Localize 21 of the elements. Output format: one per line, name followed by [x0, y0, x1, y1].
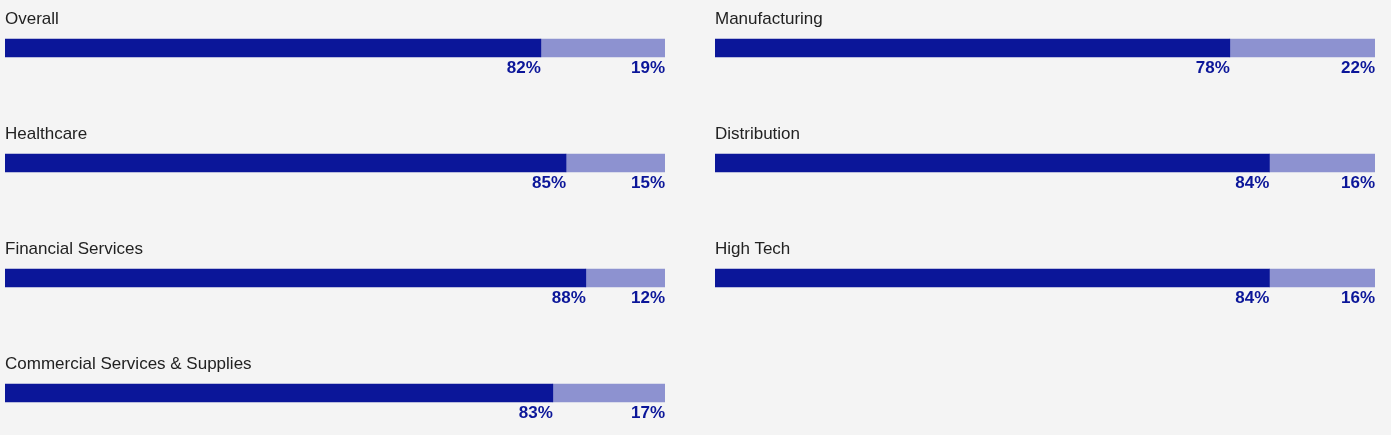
- data-label: 19%: [630, 58, 665, 78]
- chart-title: Healthcare: [5, 123, 89, 145]
- data-label: 12%: [630, 288, 665, 308]
- chart-title: Commercial Services & Supplies: [5, 353, 253, 375]
- data-label: 17%: [630, 403, 665, 423]
- data-label: 16%: [1340, 288, 1375, 308]
- chart-title: Overall: [5, 8, 60, 30]
- data-label: 84%: [1235, 288, 1270, 308]
- data-label: 22%: [1340, 58, 1375, 78]
- chart-title: High Tech: [715, 238, 792, 260]
- chart-title: Financial Services: [5, 238, 144, 260]
- chart-title: Distribution: [715, 123, 802, 145]
- data-label: 78%: [1195, 58, 1230, 78]
- data-label: 83%: [518, 403, 553, 423]
- data-label: 84%: [1235, 173, 1270, 193]
- data-label: 16%: [1340, 173, 1375, 193]
- data-label: 85%: [531, 173, 566, 193]
- data-label: 88%: [551, 288, 586, 308]
- data-label: 15%: [630, 173, 665, 193]
- chart-title: Manufacturing: [715, 8, 824, 30]
- data-label: 82%: [506, 58, 541, 78]
